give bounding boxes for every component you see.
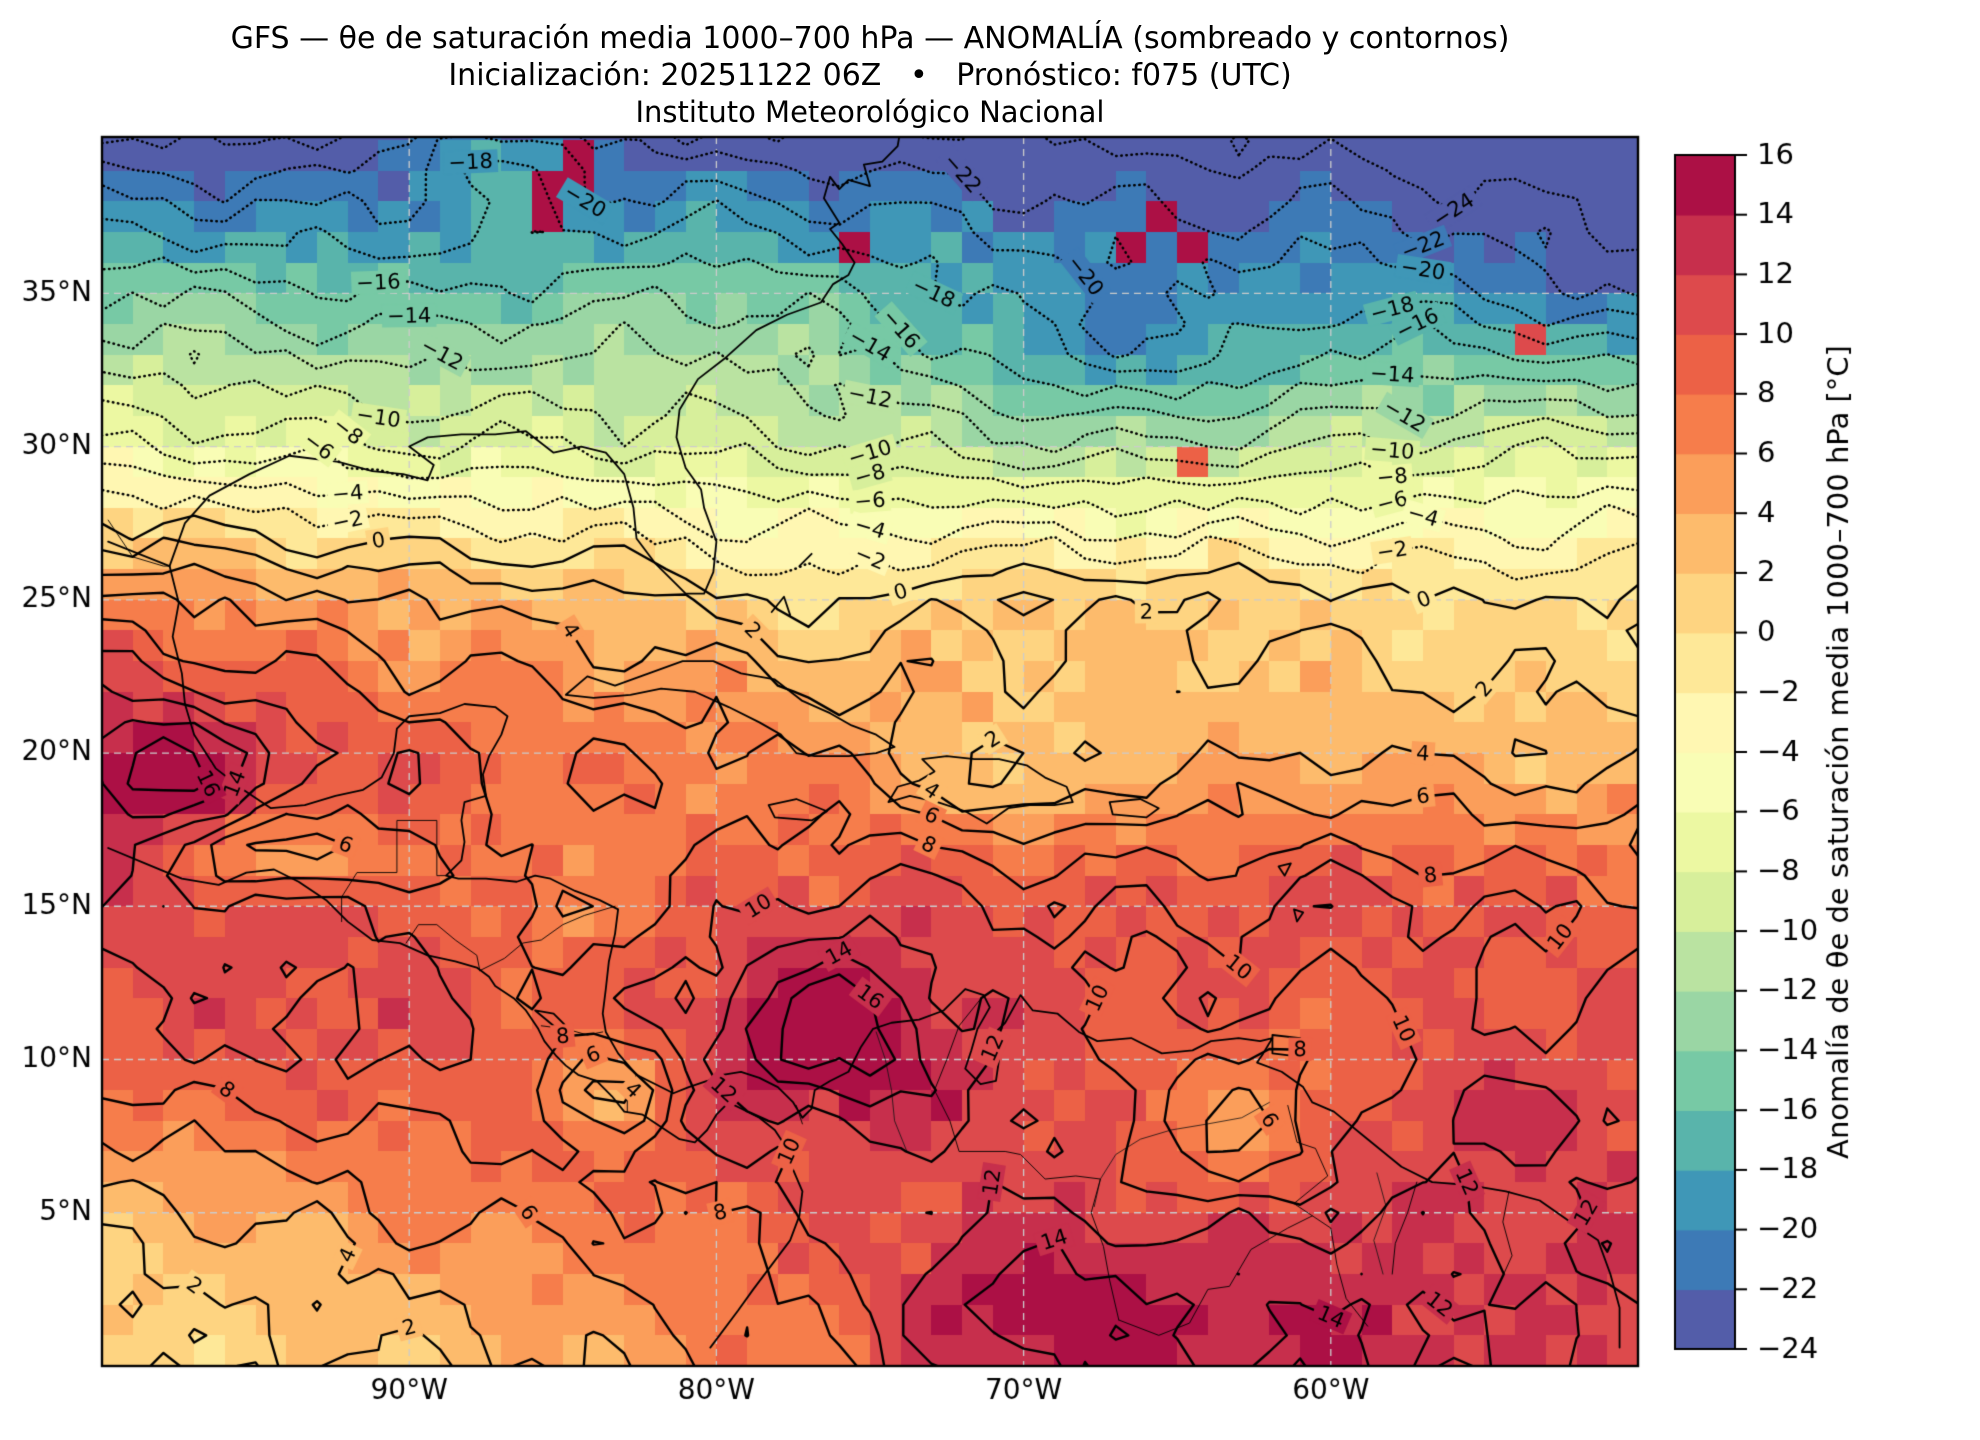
chart-institution: Instituto Meteorológico Nacional [635, 95, 1105, 129]
chart-title: GFS — θe de saturación media 1000–700 hP… [230, 21, 1510, 56]
title-block: GFS — θe de saturación media 1000–700 hP… [102, 20, 1638, 131]
chart-subtitle: Inicialización: 20251122 06Z • Pronóstic… [448, 58, 1292, 93]
